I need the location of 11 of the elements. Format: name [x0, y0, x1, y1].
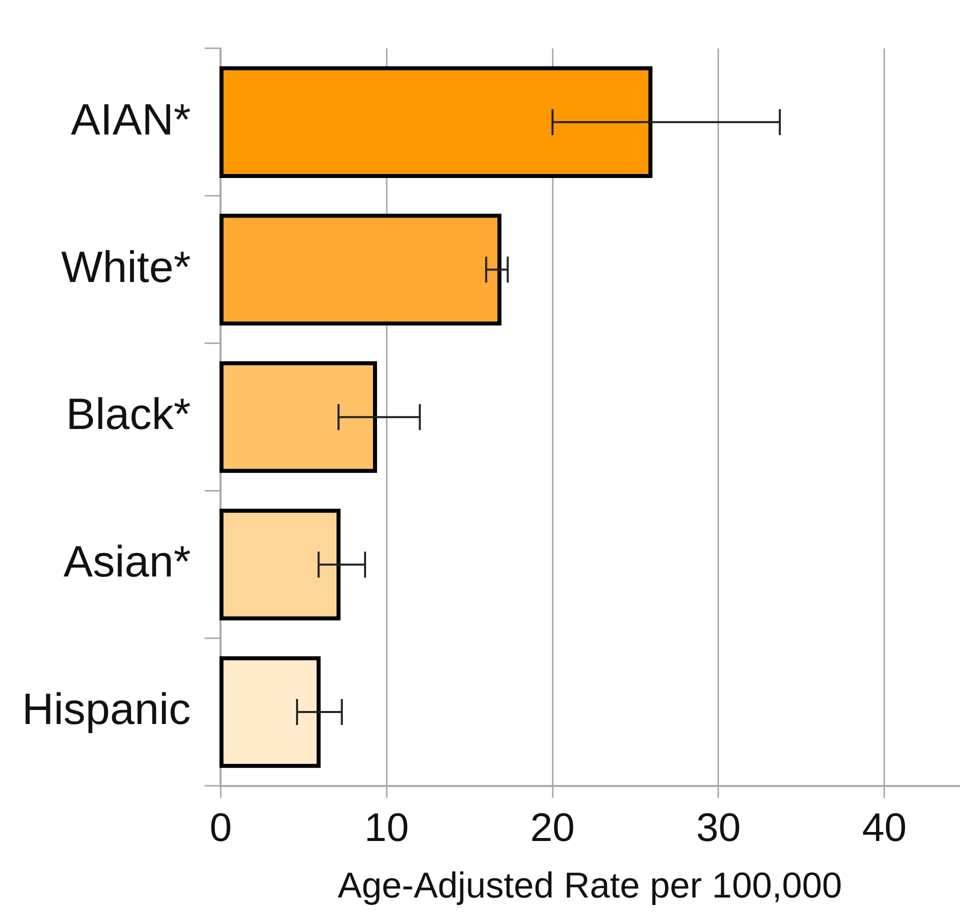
y-tick-label: Asian*: [64, 538, 191, 587]
y-tick-label: AIAN*: [70, 95, 191, 144]
y-tick-label: Black*: [66, 390, 191, 440]
x-tick-label: 0: [210, 806, 232, 850]
x-tick-label: 40: [862, 806, 907, 850]
x-tick-label: 10: [364, 806, 409, 850]
y-tick-label: Hispanic: [22, 685, 191, 734]
x-tick-label: 30: [696, 806, 741, 850]
y-tick-label: White*: [61, 242, 191, 292]
x-axis-title: Age-Adjusted Rate per 100,000: [338, 864, 842, 906]
x-tick-label: 20: [530, 806, 575, 850]
